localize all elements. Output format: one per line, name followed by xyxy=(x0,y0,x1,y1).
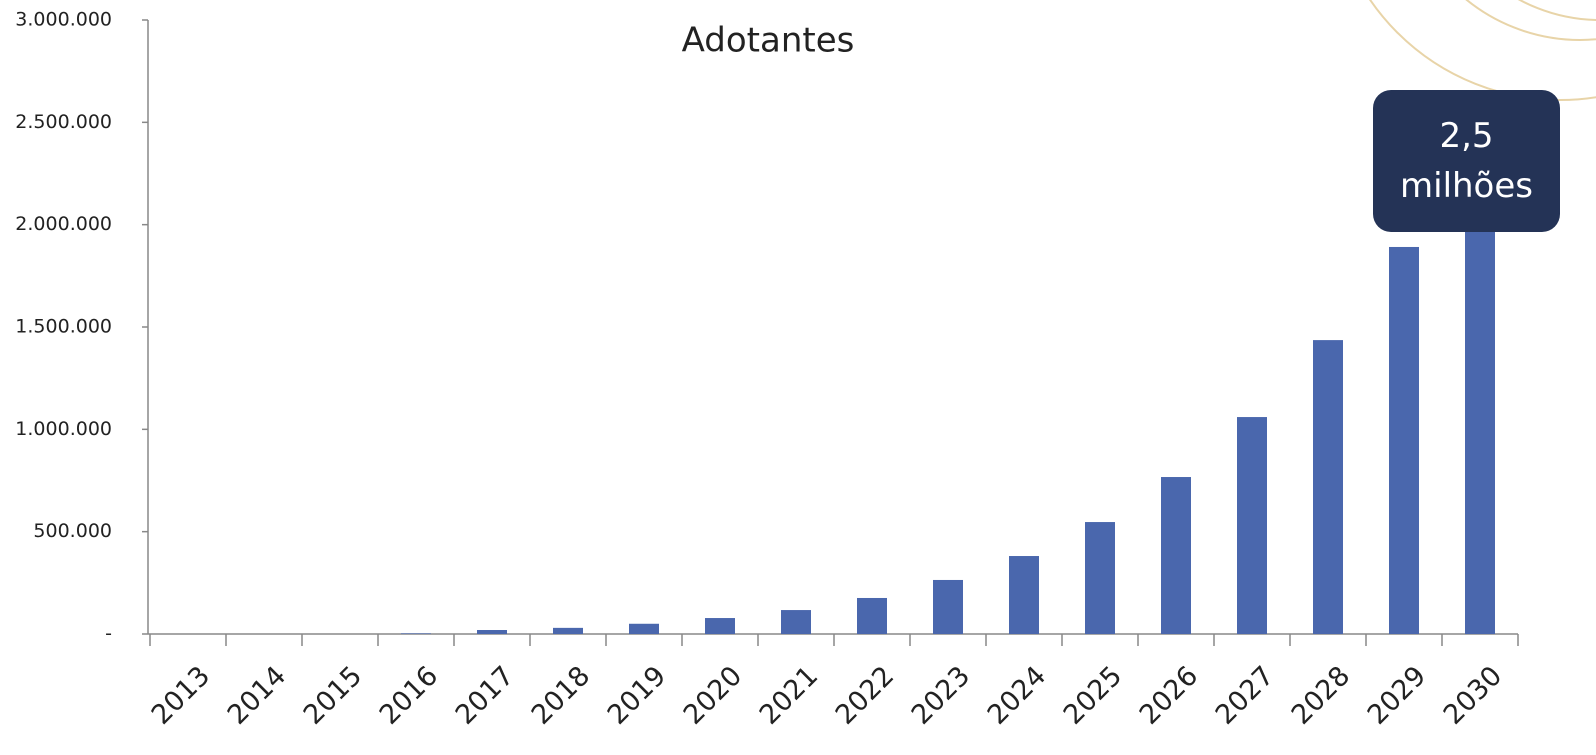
x-tick-label: 2018 xyxy=(526,660,597,731)
x-tick-label: 2014 xyxy=(222,660,293,731)
bar xyxy=(477,630,507,634)
x-tick-label: 2022 xyxy=(830,660,901,731)
bar xyxy=(781,610,811,634)
bar xyxy=(1009,556,1039,634)
bar xyxy=(933,579,963,634)
x-tick-label: 2013 xyxy=(146,660,217,731)
y-tick-label: 2.500.000 xyxy=(15,111,112,133)
x-tick-label: 2030 xyxy=(1438,660,1509,731)
bar xyxy=(401,633,431,634)
bar xyxy=(553,627,583,634)
x-tick-label: 2027 xyxy=(1210,660,1281,731)
y-tick-label: 500.000 xyxy=(33,520,112,542)
x-tick-label: 2025 xyxy=(1058,660,1129,731)
y-tick-label: - xyxy=(105,623,112,645)
x-tick-label: 2015 xyxy=(298,660,369,731)
y-tick-label: 3.000.000 xyxy=(15,9,112,31)
annotation: 2,5 milhões xyxy=(1373,90,1560,232)
bar xyxy=(1389,246,1419,634)
bar xyxy=(1237,417,1267,634)
x-tick-label: 2021 xyxy=(754,660,825,731)
x-tick-label: 2020 xyxy=(678,660,749,731)
x-tick-label: 2028 xyxy=(1286,660,1357,731)
x-tick-label: 2016 xyxy=(374,660,445,731)
x-tick-label: 2029 xyxy=(1362,660,1433,731)
x-tick-label: 2019 xyxy=(602,660,673,731)
y-tick-label: 2.000.000 xyxy=(15,213,112,235)
x-tick-label: 2017 xyxy=(450,660,521,731)
bar xyxy=(705,618,735,634)
bar xyxy=(1161,477,1191,634)
x-tick-label: 2023 xyxy=(906,660,977,731)
decoration xyxy=(1369,0,1596,101)
chart-title: Adotantes xyxy=(682,21,855,61)
bar xyxy=(1313,340,1343,634)
x-tick-label: 2024 xyxy=(982,660,1053,731)
bar xyxy=(629,623,659,634)
x-tick-label: 2026 xyxy=(1134,660,1205,731)
bar xyxy=(857,597,887,634)
y-tick-label: 1.500.000 xyxy=(15,316,112,338)
y-tick-label: 1.000.000 xyxy=(15,418,112,440)
bar xyxy=(1085,522,1115,634)
